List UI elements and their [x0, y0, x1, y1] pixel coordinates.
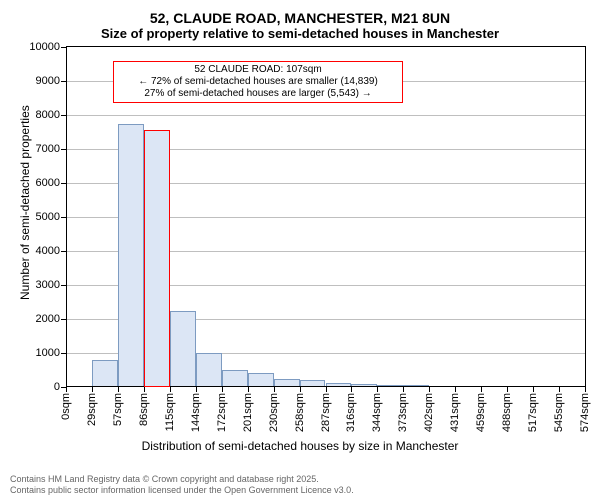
xtick-label: 144sqm [190, 393, 202, 432]
xtick-mark [585, 387, 586, 392]
chart-container: 52, CLAUDE ROAD, MANCHESTER, M21 8UN Siz… [0, 0, 600, 500]
xtick-label: 230sqm [268, 393, 280, 432]
xtick-label: 287sqm [320, 393, 332, 432]
ytick-label: 5000 [36, 211, 66, 223]
gridline [66, 115, 585, 116]
bar-highlight [144, 130, 170, 387]
ytick-label: 2000 [36, 313, 66, 325]
ytick-label: 7000 [36, 143, 66, 155]
xtick-mark [455, 387, 456, 392]
annotation-line1: 52 CLAUDE ROAD: 107sqm [118, 64, 399, 76]
xtick-label: 344sqm [371, 393, 383, 432]
xtick-mark [351, 387, 352, 392]
xtick-label: 29sqm [86, 393, 98, 426]
xtick-label: 201sqm [242, 393, 254, 432]
xtick-mark [196, 387, 197, 392]
xtick-mark [507, 387, 508, 392]
caption-line1: Contains HM Land Registry data © Crown c… [10, 474, 354, 485]
ytick-label: 10000 [29, 41, 66, 53]
annotation-line3: 27% of semi-detached houses are larger (… [118, 88, 399, 100]
plot-area: 0100020003000400050006000700080009000100… [66, 46, 586, 387]
xtick-mark [377, 387, 378, 392]
ytick-label: 8000 [36, 109, 66, 121]
xtick-mark [481, 387, 482, 392]
ytick-label: 4000 [36, 245, 66, 257]
bar [170, 311, 196, 388]
xtick-mark [144, 387, 145, 392]
y-axis-line [66, 47, 67, 387]
xtick-label: 86sqm [138, 393, 150, 426]
ytick-label: 0 [54, 381, 66, 393]
ytick-label: 6000 [36, 177, 66, 189]
xtick-label: 574sqm [579, 393, 591, 432]
xtick-mark [66, 387, 67, 392]
ytick-label: 1000 [36, 347, 66, 359]
xtick-mark [559, 387, 560, 392]
xtick-label: 517sqm [527, 393, 539, 432]
annotation-line2: ← 72% of semi-detached houses are smalle… [118, 76, 399, 88]
bar [92, 360, 118, 387]
ytick-label: 3000 [36, 279, 66, 291]
xtick-label: 373sqm [397, 393, 409, 432]
chart-title-sub: Size of property relative to semi-detach… [0, 26, 600, 46]
xtick-mark [326, 387, 327, 392]
xtick-mark [403, 387, 404, 392]
bar [248, 373, 274, 387]
ytick-label: 9000 [36, 75, 66, 87]
caption-line2: Contains public sector information licen… [10, 485, 354, 496]
xtick-label: 545sqm [553, 393, 565, 432]
source-caption: Contains HM Land Registry data © Crown c… [10, 474, 354, 496]
bar [222, 370, 248, 387]
xtick-mark [92, 387, 93, 392]
xtick-label: 459sqm [475, 393, 487, 432]
xtick-mark [533, 387, 534, 392]
xtick-label: 258sqm [294, 393, 306, 432]
xtick-mark [300, 387, 301, 392]
xtick-mark [170, 387, 171, 392]
xtick-mark [274, 387, 275, 392]
annotation-box: 52 CLAUDE ROAD: 107sqm ← 72% of semi-det… [113, 61, 404, 103]
xtick-label: 172sqm [216, 393, 228, 432]
xtick-mark [222, 387, 223, 392]
xtick-label: 316sqm [345, 393, 357, 432]
bar [196, 353, 222, 387]
xtick-label: 0sqm [60, 393, 72, 420]
xtick-label: 402sqm [423, 393, 435, 432]
xtick-mark [429, 387, 430, 392]
y-axis-label: Number of semi-detached properties [18, 105, 32, 300]
x-axis-label: Distribution of semi-detached houses by … [0, 439, 600, 453]
bar [118, 124, 144, 388]
chart-title-main: 52, CLAUDE ROAD, MANCHESTER, M21 8UN [0, 0, 600, 26]
xtick-label: 57sqm [112, 393, 124, 426]
xtick-label: 488sqm [501, 393, 513, 432]
xtick-mark [248, 387, 249, 392]
xtick-mark [118, 387, 119, 392]
xtick-label: 115sqm [164, 393, 176, 431]
xtick-label: 431sqm [449, 393, 461, 432]
